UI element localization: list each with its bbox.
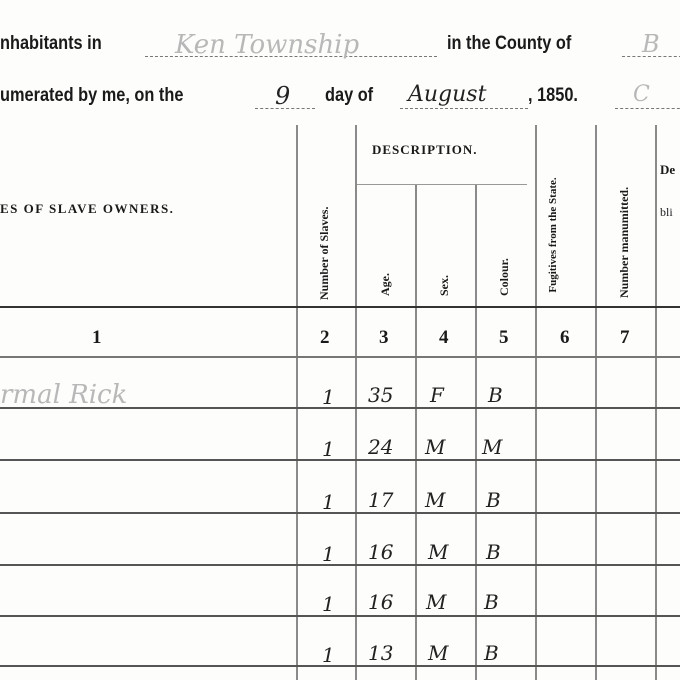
number-row-rule	[0, 356, 680, 358]
colour: B	[484, 641, 499, 665]
age: 13	[368, 641, 394, 665]
column-divider	[655, 125, 657, 680]
day-field: 9	[255, 82, 315, 110]
fugitives-header: Fugitives from the State.	[547, 177, 559, 293]
heading-county-label: in the County of	[447, 33, 572, 54]
age: 35	[368, 383, 394, 407]
sex-header: Sex.	[437, 275, 451, 296]
colour: M	[482, 435, 503, 459]
sex: M	[425, 435, 446, 459]
sex: M	[426, 590, 447, 614]
slave-count: 1	[322, 437, 335, 461]
row-rule	[0, 564, 680, 566]
sex: F	[430, 383, 444, 407]
sex: M	[425, 488, 446, 512]
slave-count: 1	[322, 643, 335, 667]
age: 16	[368, 540, 394, 564]
column-divider	[595, 125, 597, 680]
row-rule	[0, 459, 680, 461]
row-rule	[0, 665, 680, 667]
column-divider	[475, 185, 477, 680]
blind-header-fragment: bli	[660, 205, 673, 219]
column-number: 2	[320, 327, 330, 348]
column-number: 3	[379, 327, 389, 348]
colour: B	[486, 540, 501, 564]
column-number: 7	[620, 327, 630, 348]
age: 16	[368, 590, 394, 614]
column-divider	[415, 185, 417, 680]
column-number: 5	[499, 327, 509, 348]
county-field: B	[622, 30, 680, 58]
colour: B	[488, 383, 503, 407]
county-value: B	[642, 30, 660, 58]
manumitted-header: Number manumitted.	[617, 186, 631, 298]
heading-enumerated-label: umerated by me, on the	[0, 85, 184, 106]
heading-inhabitants-label: nhabitants in	[0, 33, 102, 54]
slave-count: 1	[322, 542, 335, 566]
row-rule	[0, 407, 680, 409]
age: 24	[368, 435, 394, 459]
colour: B	[486, 488, 501, 512]
description-divider	[357, 184, 527, 185]
slave-count: 1	[322, 385, 335, 409]
owner-name: rmal Rick	[0, 380, 128, 410]
signature-field: C	[615, 82, 680, 109]
column-number: 6	[560, 327, 570, 348]
header-rule	[0, 306, 680, 308]
month-value: August	[408, 82, 487, 107]
heading-year: , 1850.	[528, 85, 578, 106]
heading-dayof-label: day of	[325, 85, 374, 106]
month-field: August	[400, 82, 528, 109]
row-rule	[0, 512, 680, 514]
age-header: Age.	[378, 273, 392, 296]
number-of-slaves-header: Number of Slaves.	[317, 206, 331, 300]
column-divider	[296, 125, 298, 680]
sex: M	[428, 641, 449, 665]
signature-value: C	[633, 82, 650, 107]
day-value: 9	[275, 82, 291, 110]
slave-count: 1	[322, 490, 335, 514]
deaf-header-fragment: De	[660, 162, 676, 177]
column-number: 1	[92, 327, 102, 348]
sex: M	[428, 540, 449, 564]
column-divider	[535, 125, 537, 680]
column-divider	[355, 125, 357, 680]
age: 17	[368, 488, 394, 512]
township-value: Ken Township	[175, 30, 360, 60]
township-field: Ken Township	[145, 30, 437, 60]
colour-header: Colour.	[497, 258, 511, 296]
column-number: 4	[439, 327, 449, 348]
slave-count: 1	[322, 592, 335, 616]
owners-column-header: ES OF SLAVE OWNERS.	[0, 201, 175, 216]
colour: B	[484, 590, 499, 614]
description-header: DESCRIPTION.	[372, 142, 478, 157]
row-rule	[0, 615, 680, 617]
